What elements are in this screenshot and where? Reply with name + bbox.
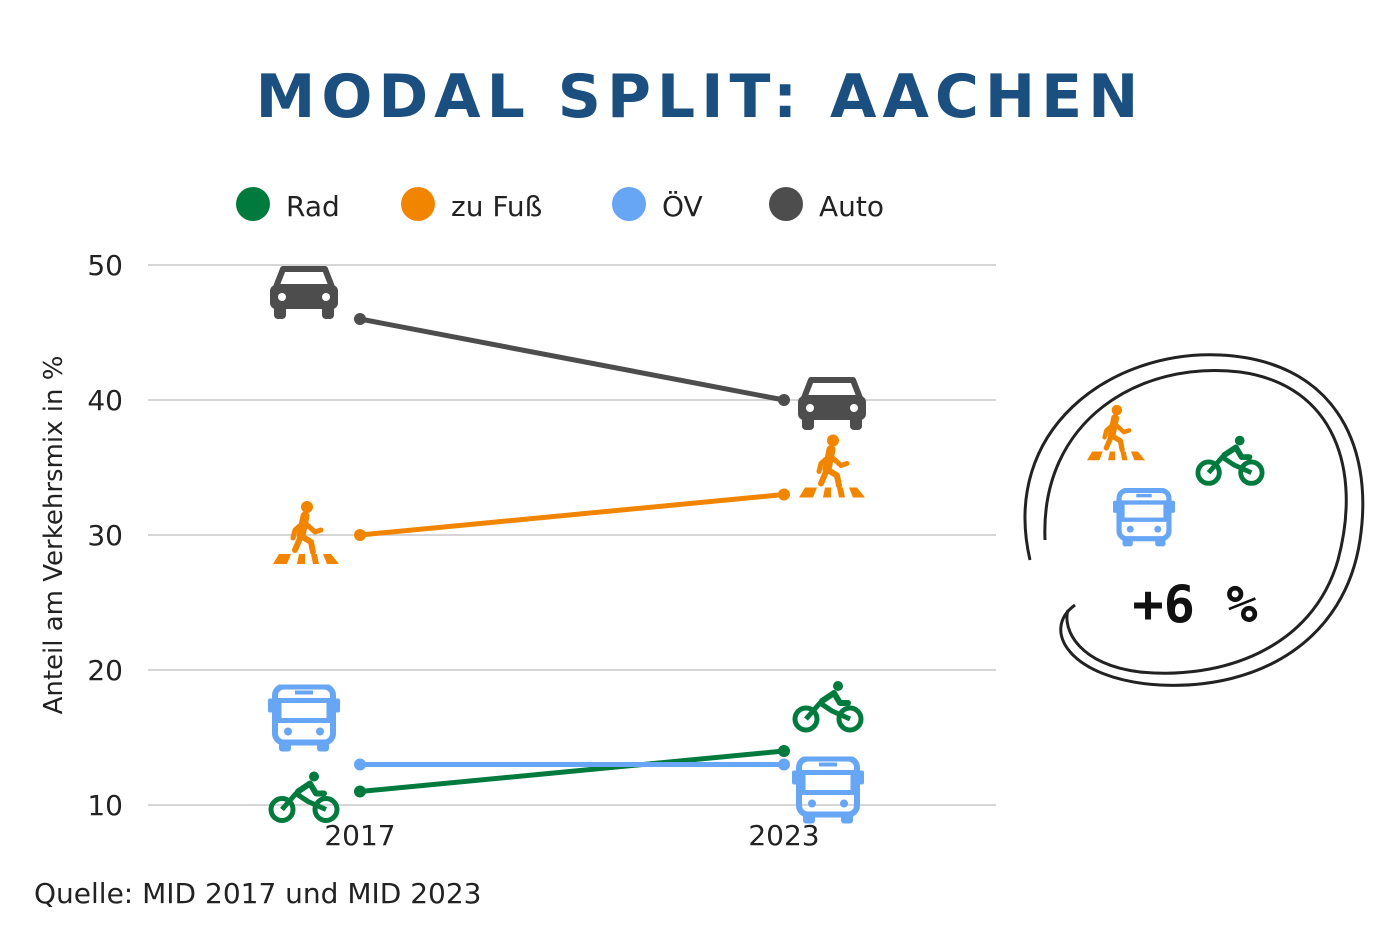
series-layer [268, 269, 866, 824]
bus-icon [268, 687, 340, 752]
y-axis-label: Anteil am Verkehrsmix in % [39, 356, 69, 715]
annotation-text: +6 % [1132, 575, 1257, 635]
y-tick-label: 10 [87, 789, 123, 822]
y-axis-ticks: 10 20 30 40 50 [87, 249, 123, 822]
y-tick-label: 50 [87, 249, 123, 282]
bus-icon [792, 759, 864, 824]
data-point [778, 488, 790, 501]
y-tick-label: 40 [87, 384, 123, 417]
annotation-circle: +6 % [1023, 353, 1365, 687]
bicycle-icon [271, 772, 337, 821]
y-tick-label: 20 [87, 654, 123, 687]
data-point [354, 758, 366, 771]
series-bicycle [271, 681, 861, 821]
y-tick-label: 30 [87, 519, 123, 552]
x-axis-ticks: 2017 2023 [324, 819, 819, 852]
pedestrian-icon [273, 501, 339, 564]
series-line [357, 316, 787, 403]
pedestrian-icon [799, 435, 865, 498]
annotation-bus-icon [1113, 490, 1175, 546]
legend-label: Rad [286, 190, 340, 223]
legend-label: ÖV [662, 189, 703, 223]
annotation-bicycle-icon [1198, 436, 1262, 484]
car-icon [798, 380, 866, 430]
data-point [354, 313, 366, 325]
x-tick-label: 2017 [324, 819, 395, 852]
data-point [778, 745, 790, 757]
chart-title: MODAL SPLIT: AACHEN [256, 62, 1145, 132]
data-point [354, 785, 366, 798]
legend: Rad zu Fuß ÖV Auto [236, 187, 884, 223]
legend-marker [236, 187, 270, 221]
legend-label: zu Fuß [451, 190, 542, 223]
data-point [354, 529, 366, 541]
data-point [778, 394, 790, 406]
legend-marker [612, 187, 646, 221]
legend-marker [769, 187, 803, 221]
bicycle-icon [795, 681, 861, 730]
series-pedestrian [273, 435, 865, 565]
data-point [778, 758, 790, 771]
car-icon [270, 269, 338, 319]
series-bus [268, 687, 864, 824]
series-car [270, 269, 866, 430]
source-note: Quelle: MID 2017 und MID 2023 [34, 877, 481, 910]
x-tick-label: 2023 [748, 819, 819, 852]
series-line [357, 748, 787, 794]
legend-label: Auto [819, 190, 884, 223]
series-line [357, 492, 787, 538]
legend-marker [401, 187, 435, 221]
